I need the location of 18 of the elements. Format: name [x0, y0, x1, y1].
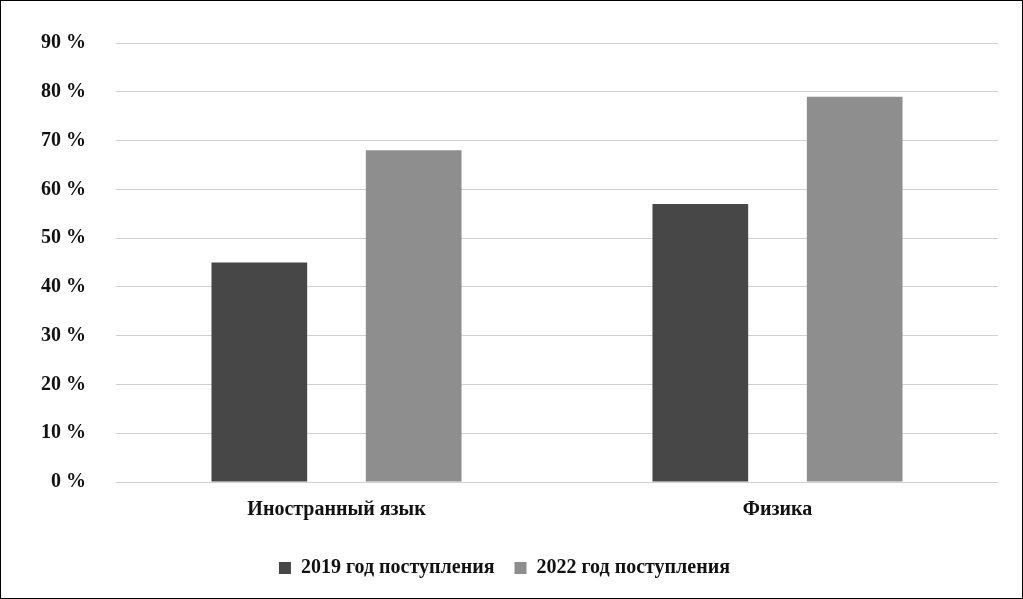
bar: [652, 203, 749, 482]
legend-label: 2019 год поступления: [300, 555, 495, 579]
y-tick-label: 50 %: [41, 225, 86, 248]
x-tick-label: Иностранный язык: [247, 497, 427, 521]
x-tick-label: Физика: [742, 497, 813, 520]
bar: [806, 96, 903, 482]
bar: [211, 262, 308, 482]
y-tick-label: 40 %: [41, 274, 86, 297]
y-tick-label: 30 %: [41, 322, 86, 345]
legend-label: 2022 год поступления: [536, 555, 731, 579]
bar: [365, 150, 462, 482]
y-tick-label: 80 %: [41, 78, 86, 101]
y-tick-label: 90 %: [41, 30, 86, 53]
y-tick-label: 60 %: [41, 176, 86, 199]
y-tick-label: 10 %: [41, 420, 86, 443]
y-tick-label: 70 %: [41, 127, 86, 150]
y-tick-label: 20 %: [41, 371, 86, 394]
y-tick-label: 0 %: [51, 469, 86, 492]
